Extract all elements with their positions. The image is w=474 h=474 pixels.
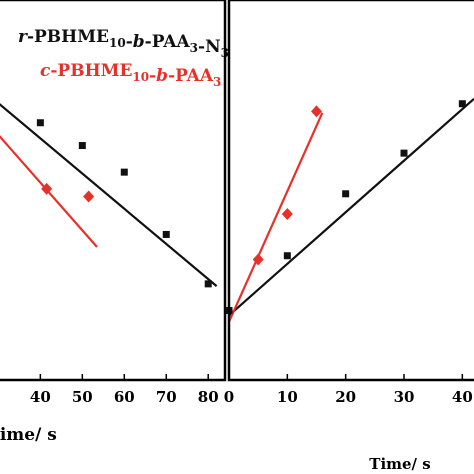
left-x-tick-label-80: 80 bbox=[198, 388, 219, 406]
left-black-point-5 bbox=[204, 280, 212, 288]
right-data-points bbox=[225, 100, 466, 314]
left-fit-lines bbox=[0, 103, 218, 287]
left-x-tick-label-60: 60 bbox=[114, 388, 135, 406]
right-black-point-3 bbox=[342, 190, 350, 198]
left-red-point-1 bbox=[41, 182, 53, 195]
left-red-point-2 bbox=[83, 190, 95, 203]
legend-entry-2: c-PBHME10-b-PAA3 bbox=[40, 61, 221, 89]
left-x-axis: 40 50 60 70 80 bbox=[30, 374, 219, 406]
right-black-fit-line bbox=[228, 97, 474, 317]
left-black-point-2 bbox=[78, 142, 86, 150]
left-panel: r-PBHME10-b-PAA3-N3c-PBHME10-b-PAA3 40 50… bbox=[0, 0, 229, 445]
right-x-tick-label-20: 20 bbox=[335, 388, 356, 406]
right-red-fit-line bbox=[227, 112, 324, 323]
left-legend: r-PBHME10-b-PAA3-N3c-PBHME10-b-PAA3 bbox=[18, 27, 229, 89]
left-plot-frame bbox=[0, 0, 227, 382]
right-fit-lines bbox=[227, 97, 474, 323]
right-x-tick-label-30: 30 bbox=[394, 388, 415, 406]
left-x-tick-label-50: 50 bbox=[72, 388, 93, 406]
left-x-tick-label-40: 40 bbox=[30, 388, 51, 406]
left-data-points bbox=[36, 119, 212, 288]
left-red-fit-line bbox=[0, 135, 98, 248]
right-x-tick-label-40: 40 bbox=[452, 388, 473, 406]
left-black-point-1 bbox=[36, 119, 44, 127]
right-red-point-1 bbox=[252, 253, 264, 266]
right-red-point-3 bbox=[311, 105, 322, 118]
left-black-fit-line bbox=[0, 103, 218, 287]
right-x-axis-label: Time/ s bbox=[369, 455, 430, 473]
right-x-tick-label-10: 10 bbox=[277, 388, 298, 406]
right-black-point-2 bbox=[283, 252, 291, 260]
right-plot-frame bbox=[227, 0, 474, 382]
left-black-point-3 bbox=[120, 168, 128, 176]
right-x-axis: 0 10 20 30 40 bbox=[224, 374, 473, 406]
left-x-axis-label: Time/ s bbox=[0, 425, 57, 445]
left-x-tick-label-70: 70 bbox=[156, 388, 177, 406]
right-red-point-2 bbox=[281, 207, 293, 220]
right-panel: 0 10 20 30 40 Time/ s bbox=[224, 0, 474, 473]
right-black-point-4 bbox=[400, 149, 408, 157]
right-x-tick-label-0: 0 bbox=[224, 388, 234, 406]
right-black-point-5 bbox=[458, 100, 466, 108]
left-black-point-4 bbox=[162, 230, 170, 238]
